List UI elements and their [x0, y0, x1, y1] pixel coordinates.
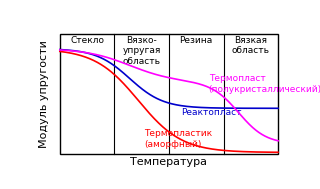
- Text: Вязко-
упругая
область: Вязко- упругая область: [123, 36, 161, 66]
- Text: Температура: Температура: [131, 157, 207, 167]
- Text: Термопласт
(полукристаллический): Термопласт (полукристаллический): [209, 74, 320, 94]
- Bar: [60, 34, 278, 154]
- Text: Резина: Резина: [180, 36, 213, 45]
- Text: Вязкая
область: Вязкая область: [232, 36, 270, 55]
- Text: Термопластик
(аморфный): Термопластик (аморфный): [144, 129, 212, 149]
- Text: Модуль упругости: Модуль упругости: [39, 40, 49, 148]
- Text: Реактопласт: Реактопласт: [181, 108, 242, 117]
- Text: Стекло: Стекло: [70, 36, 104, 45]
